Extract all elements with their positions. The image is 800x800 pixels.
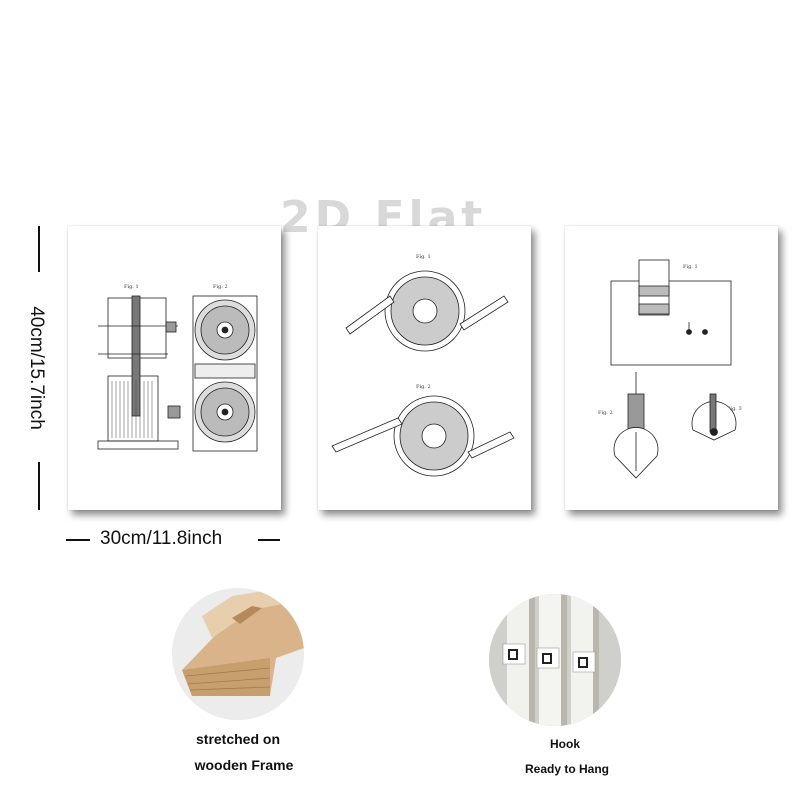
frame-caption-line2: wooden Frame: [194, 757, 294, 773]
patent-drawing-circuit: Fig. 1 Fig. 2 Fig. 3: [598, 259, 742, 479]
fig-label: Fig. 2: [598, 410, 613, 416]
patent-print-1: Fig. 1 Fig. 2: [68, 226, 281, 510]
sawtooth-hook-photo: [489, 594, 621, 726]
fig-label: Fig. 1: [124, 284, 139, 290]
width-dimension-label: 30cm/11.8inch: [100, 528, 223, 549]
height-dimension-label: 40cm/15.7inch: [26, 306, 47, 430]
fig-label: Fig. 3: [727, 406, 742, 412]
height-dimension-line: [38, 226, 40, 510]
hook-caption-line2: Ready to Hang: [524, 762, 610, 776]
fig-label: Fig. 1: [416, 254, 431, 260]
patent-print-2: Fig. 1 Fig. 2: [318, 226, 531, 510]
hook-caption-line1: Hook: [550, 737, 580, 751]
fig-label: Fig. 2: [416, 384, 431, 390]
frame-caption-line1: stretched on: [195, 731, 281, 747]
patent-print-3: Fig. 1 Fig. 2 Fig. 3: [565, 226, 778, 510]
fig-label: Fig. 2: [213, 284, 228, 290]
patent-drawing-rings: Fig. 1 Fig. 2: [331, 254, 515, 477]
patent-drawing-machine: Fig. 1 Fig. 2: [97, 284, 258, 452]
width-dimension-line-right: [258, 539, 280, 541]
wooden-frame-photo: [172, 588, 304, 720]
fig-label: Fig. 1: [683, 264, 698, 270]
width-dimension-line-left: [66, 539, 90, 541]
